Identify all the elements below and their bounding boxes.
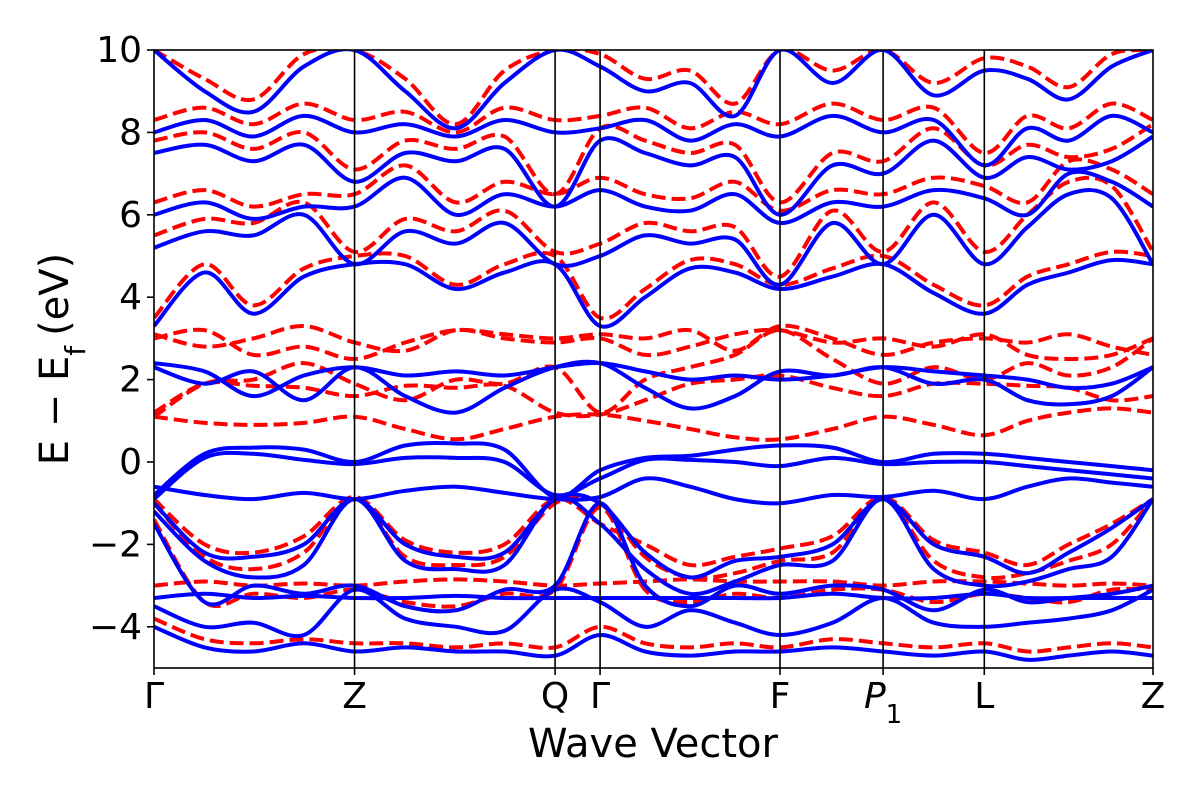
x-tick-label-7: Z <box>1141 676 1166 717</box>
dashed-band-17 <box>154 577 1153 588</box>
dashed-band-27 <box>154 249 1153 321</box>
solid-band-1 <box>154 476 1153 506</box>
y-axis-label-unit: (eV) <box>32 253 78 336</box>
x-tick-label-1: Z <box>342 676 367 717</box>
dashed-band-28 <box>154 175 1153 279</box>
y-axis-ticks: −4 −2 0 2 4 6 8 10 <box>89 30 154 648</box>
x-tick-label-5-sub: 1 <box>886 700 903 730</box>
solid-band-8 <box>154 169 1153 226</box>
solid-band-12 <box>154 492 1153 580</box>
dashed-band-19 <box>154 494 1153 581</box>
y-tick-label-3: 2 <box>119 360 142 401</box>
y-tick-label-4: 4 <box>119 277 142 318</box>
solid-band-2 <box>154 450 1153 501</box>
x-tick-label-5-main: P <box>864 676 886 717</box>
dashed-band-23 <box>154 373 1153 419</box>
solid-band-16 <box>154 624 1153 662</box>
x-tick-label-0: Γ <box>144 676 164 717</box>
dashed-band-31 <box>154 101 1153 155</box>
solid-band-5 <box>154 360 1153 399</box>
solid-band-15 <box>154 586 1153 639</box>
x-tick-label-5: P1 <box>864 676 902 730</box>
x-axis-ticks: Γ Z Q Γ F P1 L Z <box>144 668 1165 730</box>
y-tick-label-7: 10 <box>96 30 142 71</box>
y-tick-label-6: 8 <box>119 112 142 153</box>
solid-band-3 <box>154 441 1153 500</box>
dashed-band-30 <box>154 122 1153 205</box>
x-tick-label-6: L <box>974 676 994 717</box>
dashed-band-25 <box>154 323 1153 361</box>
y-tick-label-2: 0 <box>119 442 142 483</box>
dashed-band-26 <box>154 323 1153 362</box>
solid-band-10 <box>154 113 1153 168</box>
y-axis-label: E − Ef (eV) <box>32 253 92 466</box>
y-axis-label-subscript: f <box>59 345 92 356</box>
dashed-band-22 <box>154 406 1153 442</box>
dashed-band-24 <box>154 328 1153 419</box>
solid-band-13 <box>154 495 1153 597</box>
solid-band-4 <box>154 359 1153 415</box>
solid-band-14 <box>154 501 1153 614</box>
x-tick-label-2: Q <box>541 676 569 717</box>
x-axis-label: Wave Vector <box>528 721 779 767</box>
dashed-band-18 <box>154 494 1153 568</box>
solid-band-9 <box>154 134 1153 217</box>
y-tick-label-1: −2 <box>89 524 142 565</box>
solid-band-6 <box>154 257 1153 329</box>
y-tick-label-5: 6 <box>119 195 142 236</box>
dashed-band-29 <box>154 157 1153 213</box>
y-tick-label-0: −4 <box>89 607 142 648</box>
plot-frame <box>153 49 1154 669</box>
dashed-band-32 <box>154 50 1153 127</box>
kpoint-divider-group <box>353 50 986 668</box>
solid-band-7 <box>154 188 1153 287</box>
plot-area <box>154 50 1153 662</box>
y-axis-label-main: E − E <box>32 356 78 466</box>
solid-band-11 <box>154 50 1153 131</box>
x-tick-label-3: Γ <box>590 676 610 717</box>
solid-band-group <box>154 50 1153 662</box>
dashed-band-21 <box>154 616 1153 654</box>
x-tick-label-4: F <box>770 676 791 717</box>
